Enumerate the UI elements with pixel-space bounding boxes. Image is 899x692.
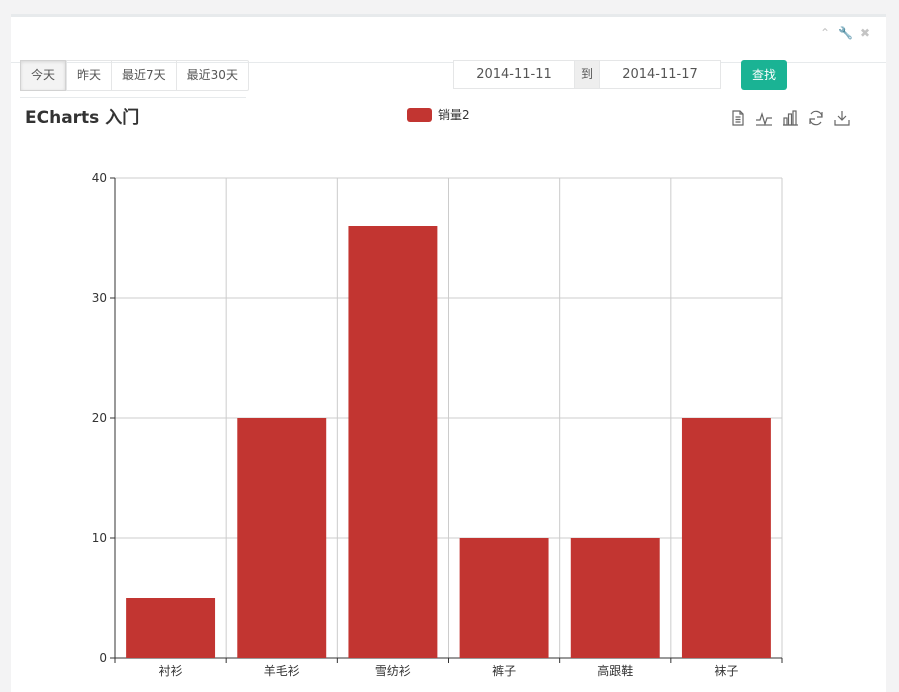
data-view-icon[interactable] [729,109,747,127]
date-separator: 到 [574,61,600,88]
close-icon[interactable]: ✖ [859,26,871,40]
panel-header: ⌃ 🔧 ✖ [11,17,886,63]
search-button[interactable]: 查找 [741,60,787,90]
range-yesterday-button[interactable]: 昨天 [66,61,111,90]
start-date-input[interactable] [454,61,574,88]
y-tick-label: 10 [92,531,107,545]
range-30days-button[interactable]: 最近30天 [175,61,248,90]
chart-title: ECharts 入门 [25,108,140,128]
date-range-group: 今天 昨天 最近7天 最近30天 [20,60,249,91]
x-tick-label: 羊毛衫 [264,663,300,678]
bar [237,418,327,658]
y-tick-label: 40 [92,171,107,185]
y-tick-label: 30 [92,291,107,305]
chart-legend[interactable]: 销量2 [407,106,470,123]
x-tick-label: 高跟鞋 [597,663,633,678]
chevron-up-icon[interactable]: ⌃ [819,26,831,40]
line-chart-icon[interactable] [755,109,773,127]
bar [126,598,216,658]
x-tick-label: 袜子 [714,664,738,678]
y-tick-label: 0 [99,651,107,665]
date-filter: 到 [453,60,721,89]
save-image-icon[interactable] [833,109,851,127]
x-tick-label: 雪纺衫 [375,664,411,678]
panel-tools: ⌃ 🔧 ✖ [818,26,872,40]
legend-label: 销量2 [438,108,470,122]
wrench-icon[interactable]: 🔧 [838,26,853,40]
range-today-button[interactable]: 今天 [20,60,67,91]
x-tick-label: 衬衫 [159,664,183,678]
bar [681,418,771,658]
bar [348,226,438,658]
divider [20,97,246,98]
chart-toolbox [729,109,851,127]
legend-swatch [407,107,432,122]
bar [459,538,549,658]
y-tick-label: 20 [92,411,107,425]
restore-icon[interactable] [807,109,825,127]
end-date-input[interactable] [600,61,720,88]
x-tick-label: 裤子 [492,664,516,678]
bar-chart-icon[interactable] [781,109,799,127]
bar [570,538,660,658]
range-7days-button[interactable]: 最近7天 [111,61,176,90]
